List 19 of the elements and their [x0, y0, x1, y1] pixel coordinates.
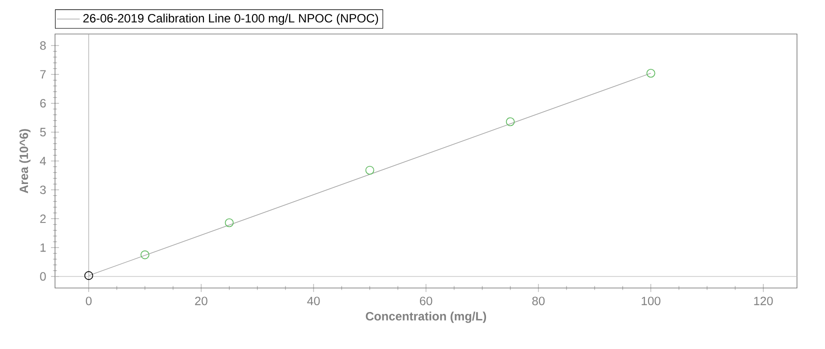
y-tick-label: 0	[40, 272, 46, 281]
x-tick-label: 100	[642, 296, 660, 306]
y-tick-label: 1	[40, 243, 46, 252]
x-tick-label: 20	[195, 296, 208, 306]
x-axis-title: Concentration (mg/L)	[366, 312, 486, 323]
y-tick-label: 7	[40, 70, 46, 79]
y-tick-label: 6	[40, 99, 46, 108]
x-tick-label: 40	[307, 296, 320, 306]
y-tick-label: 5	[40, 128, 46, 136]
x-tick-label: 80	[532, 296, 545, 306]
x-tick-label: 60	[420, 296, 432, 306]
y-tick-label: 4	[40, 156, 46, 166]
x-tick-label: 120	[754, 296, 773, 306]
y-tick-label: 2	[40, 214, 46, 223]
y-tick-label: 3	[40, 186, 46, 194]
x-tick-label: 0	[86, 296, 92, 306]
legend-label: 26-06-2019 Calibration Line 0-100 mg/L NPOC (NPOC)	[83, 14, 378, 25]
y-axis-title: Area (10^6)	[19, 129, 30, 194]
y-tick-label: 8	[40, 41, 46, 50]
